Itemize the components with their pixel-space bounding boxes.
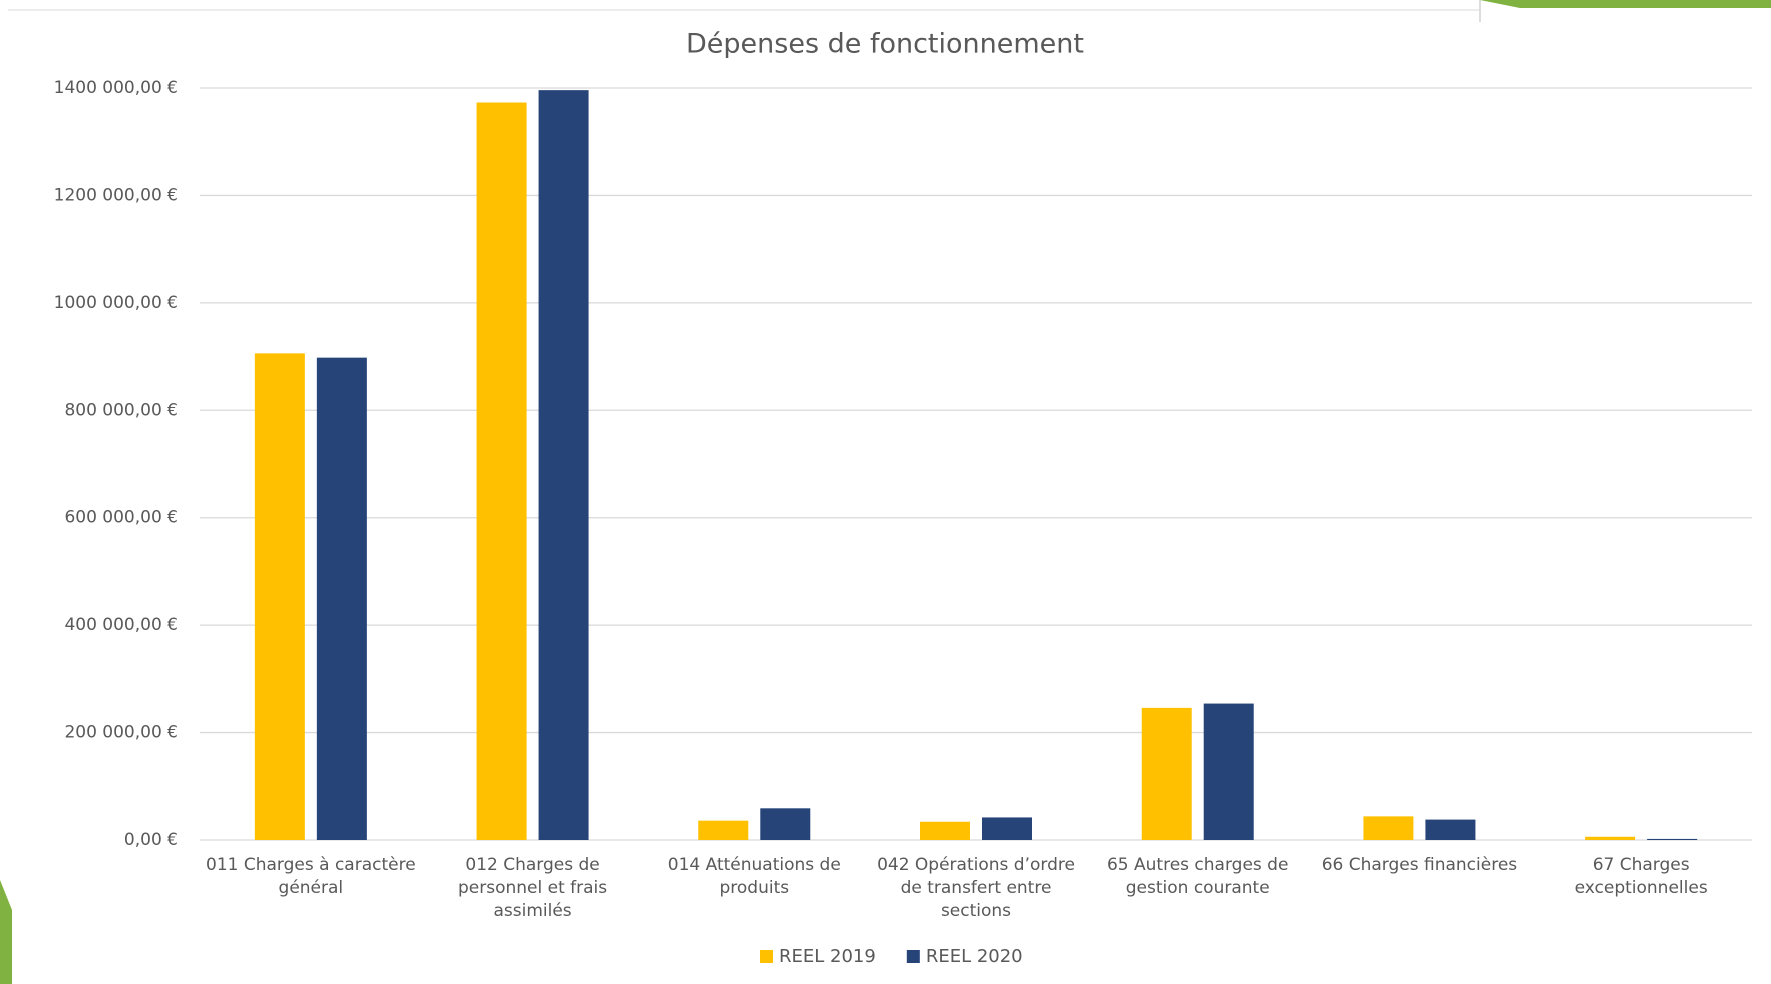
- x-tick-label: 012 Charges de personnel et frais assimi…: [457, 855, 608, 921]
- decor-left: [0, 880, 12, 984]
- bar: [1141, 707, 1192, 840]
- chart-title: Dépenses de fonctionnement: [686, 29, 1084, 60]
- x-tick-label: 66 Charges financières: [1321, 855, 1518, 875]
- y-tick-label: 800 000,00 €: [64, 400, 178, 420]
- bar: [1425, 819, 1476, 840]
- bar: [476, 102, 527, 840]
- bar: [1363, 816, 1414, 840]
- bar: [698, 820, 749, 840]
- bar: [1647, 838, 1698, 840]
- y-tick-label: 1200 000,00 €: [54, 185, 178, 205]
- bar: [1203, 703, 1254, 840]
- y-tick-label: 1400 000,00 €: [54, 78, 178, 98]
- y-tick-label: 600 000,00 €: [64, 508, 178, 528]
- legend-label: REEL 2020: [926, 946, 1023, 967]
- y-tick-label: 1000 000,00 €: [54, 293, 178, 313]
- y-tick-label: 0,00 €: [124, 830, 178, 850]
- legend-swatch: [760, 950, 773, 963]
- legend-swatch: [906, 950, 920, 963]
- bar: [254, 353, 305, 840]
- legend-label: REEL 2019: [779, 946, 876, 967]
- y-tick-label: 200 000,00 €: [64, 723, 178, 743]
- bar: [316, 357, 367, 840]
- bar: [982, 817, 1032, 840]
- decor-top: [1480, 0, 1771, 8]
- x-tick-label: 014 Atténuations de produits: [667, 855, 841, 898]
- x-tick-label: 011 Charges à caractère général: [206, 855, 416, 898]
- x-tick-label: 65 Autres charges de gestion courante: [1106, 855, 1289, 898]
- y-tick-label: 400 000,00 €: [64, 615, 178, 635]
- bar: [920, 821, 970, 840]
- bar: [760, 808, 811, 840]
- x-tick-label: 67 Charges exceptionnelles: [1574, 855, 1708, 898]
- x-tick-label: 042 Opérations d’ordre de transfert entr…: [877, 855, 1075, 921]
- bar: [538, 90, 589, 841]
- bar: [1585, 836, 1636, 840]
